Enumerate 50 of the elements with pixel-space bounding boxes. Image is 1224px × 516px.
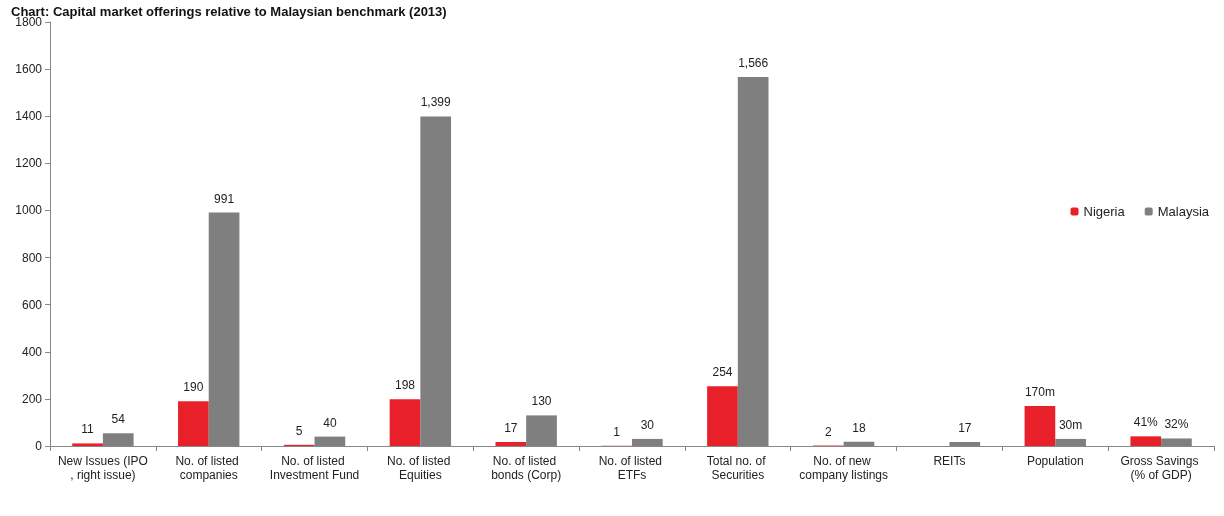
- x-tick-label: Population: [1026, 454, 1084, 468]
- y-tick-label: 400: [21, 344, 43, 359]
- data-label: 18: [852, 420, 866, 435]
- x-tick-label: No. of listed Investment Fund: [269, 454, 360, 482]
- bar: [1024, 405, 1056, 446]
- y-tick-label: 600: [21, 297, 43, 312]
- data-label: 170m: [1024, 384, 1055, 399]
- x-tick-label: No. of listed ETFs: [598, 454, 666, 482]
- bar: [1130, 436, 1162, 446]
- legend-label: Nigeria: [1083, 204, 1126, 219]
- bar: [707, 386, 738, 446]
- data-label: 11: [81, 422, 95, 437]
- data-label: 991: [214, 191, 235, 206]
- bar: [72, 443, 103, 446]
- y-tick-label: 0: [35, 439, 43, 453]
- data-label: 190: [183, 380, 204, 395]
- x-tick-label: No. of listed companies: [175, 454, 243, 482]
- data-label: 41%: [1133, 415, 1159, 430]
- data-label: 5: [295, 423, 303, 438]
- y-tick-label: 1200: [15, 156, 43, 171]
- data-label: 254: [712, 365, 733, 380]
- data-label: 40: [323, 415, 337, 430]
- y-tick-label: 1000: [15, 203, 43, 218]
- bar: [178, 401, 209, 446]
- x-tick-label: No. of new company listings: [799, 454, 888, 482]
- data-label: 198: [395, 378, 416, 393]
- x-tick-label: No. of listed Equities: [387, 454, 454, 482]
- data-label: 17: [504, 421, 518, 435]
- x-tick-label: No. of listed bonds (Corp): [491, 454, 562, 482]
- data-label: 130: [531, 394, 552, 409]
- y-tick-label: 1400: [15, 109, 43, 124]
- x-tick-label: Gross Savings (% of GDP): [1120, 454, 1202, 482]
- data-label: 17: [958, 421, 972, 435]
- bar: [495, 442, 527, 446]
- x-tick-label: REITs: [933, 454, 966, 468]
- data-label: 1,566: [738, 56, 769, 71]
- legend-label: Malaysia: [1157, 204, 1210, 219]
- data-label: 54: [111, 412, 126, 427]
- bar: [389, 399, 421, 446]
- x-tick-label: New Issues (IPO, right issue): [57, 454, 148, 482]
- y-tick-label: 200: [21, 391, 43, 406]
- data-label: 30m: [1058, 417, 1083, 432]
- data-label: 32%: [1164, 417, 1189, 432]
- data-label: 30: [640, 417, 655, 432]
- x-tick-label: Total no. of Securities: [706, 454, 769, 482]
- y-tick-label: 800: [21, 250, 43, 265]
- data-label: 2: [824, 424, 832, 439]
- data-label: 1: [613, 424, 621, 439]
- y-tick-label: 1600: [15, 62, 43, 77]
- data-label: 1,399: [420, 95, 452, 110]
